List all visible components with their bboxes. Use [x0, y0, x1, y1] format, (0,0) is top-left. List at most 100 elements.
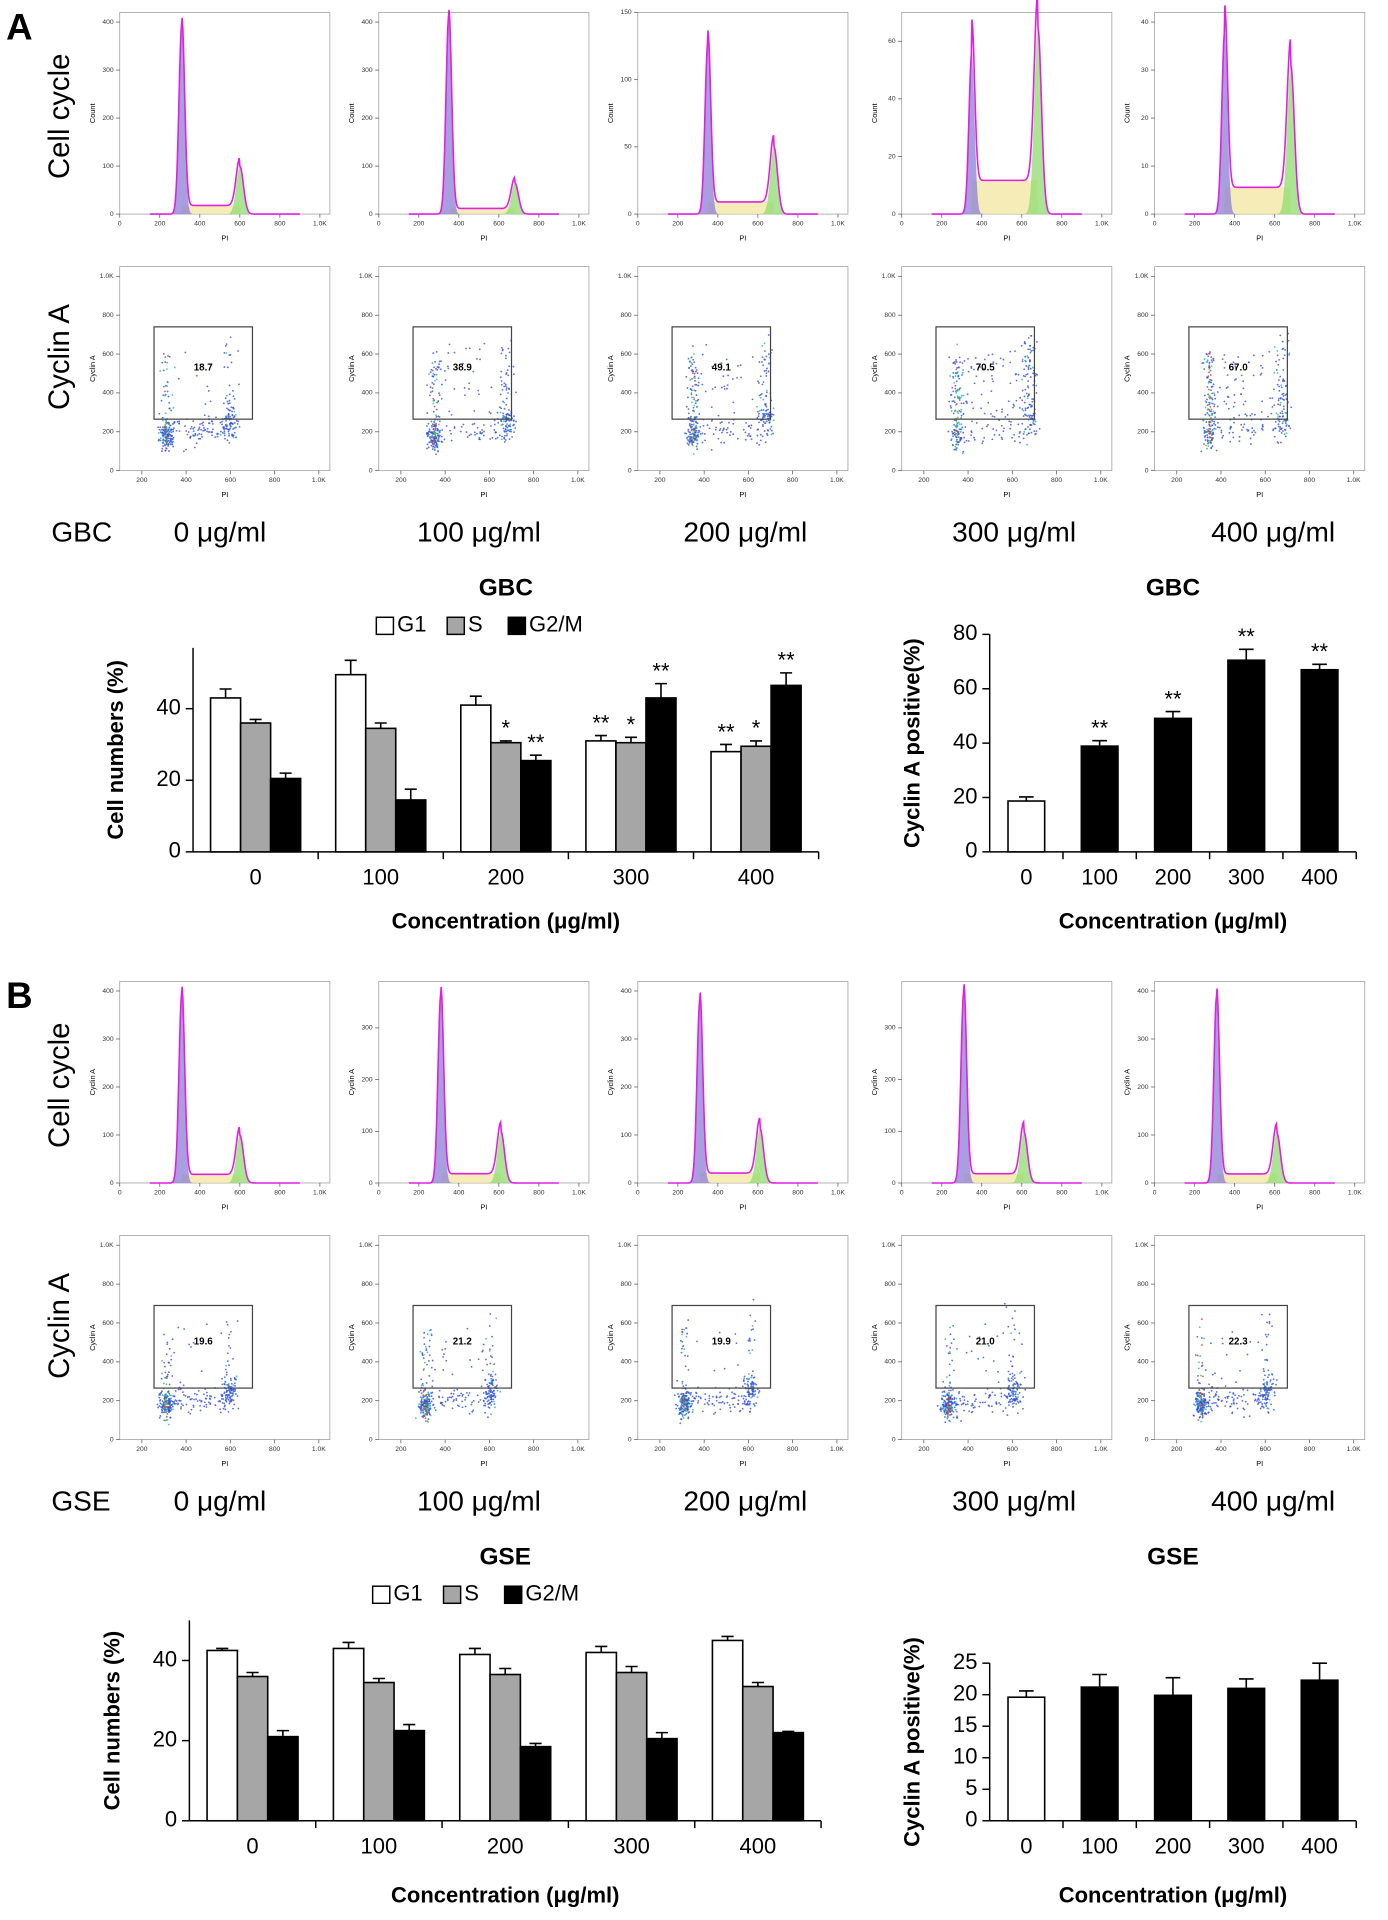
event-dot [987, 402, 989, 404]
y-axis-label: Count [606, 103, 615, 123]
event-dot [437, 450, 439, 452]
bar [460, 1654, 490, 1820]
event-dot [1214, 1395, 1216, 1397]
event-dot [432, 428, 434, 430]
y-tick-label: 800 [1137, 1281, 1148, 1288]
event-dot [495, 1379, 497, 1381]
event-dot [234, 398, 236, 400]
event-dot [1009, 351, 1011, 353]
event-dot [694, 380, 696, 382]
event-dot [427, 1411, 429, 1413]
y-tick-label: 0 [628, 211, 632, 218]
event-dot [162, 436, 164, 438]
event-dot [434, 1369, 436, 1371]
y-tick-label: 200 [361, 1397, 372, 1404]
event-dot [753, 1403, 755, 1405]
event-dot [481, 429, 483, 431]
event-dot [1278, 426, 1280, 428]
event-dot [687, 429, 689, 431]
event-dot [506, 398, 508, 400]
event-dot [692, 345, 694, 347]
event-dot [1262, 1383, 1264, 1385]
x-tick-label: 1.0K [571, 1446, 585, 1453]
event-dot [961, 427, 963, 429]
event-dot [987, 424, 989, 426]
event-dot [427, 1391, 429, 1393]
event-dot [158, 440, 160, 442]
event-dot [1013, 1339, 1015, 1341]
event-dot [229, 428, 231, 430]
event-dot [163, 1382, 165, 1384]
event-dot [1244, 400, 1246, 402]
x-tick-label: 600 [225, 477, 236, 484]
event-dot [955, 375, 957, 377]
bar [1155, 1695, 1192, 1820]
y-tick-label: 600 [1137, 351, 1148, 358]
event-dot [497, 422, 499, 424]
event-dot [1278, 390, 1280, 392]
event-dot [235, 1393, 237, 1395]
event-dot [169, 1384, 171, 1386]
bar [1301, 670, 1338, 852]
x-tick-label: 0 [900, 1190, 904, 1197]
event-dot [719, 1408, 721, 1410]
event-dot [429, 1402, 431, 1404]
x-axis-label: PI [480, 233, 487, 242]
event-dot [501, 384, 503, 386]
event-dot [732, 378, 734, 380]
event-dot [470, 1404, 472, 1406]
event-dot [500, 407, 502, 409]
event-dot [162, 431, 164, 433]
event-dot [158, 1397, 160, 1399]
event-dot [443, 1405, 445, 1407]
event-dot [1021, 423, 1023, 425]
event-dot [432, 398, 434, 400]
event-dot [1008, 1379, 1010, 1381]
event-dot [949, 1411, 951, 1413]
event-dot [478, 1358, 480, 1360]
event-dot [173, 1396, 175, 1398]
event-dot [702, 442, 704, 444]
event-dot [692, 385, 694, 387]
event-dot [690, 392, 692, 394]
event-dot [698, 377, 700, 379]
event-dot [1002, 1332, 1004, 1334]
histogram-g1 [668, 42, 818, 214]
event-dot [712, 1403, 714, 1405]
event-dot [1253, 434, 1255, 436]
event-dot [229, 410, 231, 412]
event-dot [1202, 1417, 1204, 1419]
event-dot [1197, 1355, 1199, 1357]
event-dot [220, 1412, 222, 1414]
event-dot [955, 1404, 957, 1406]
event-dot [1264, 1382, 1266, 1384]
event-dot [208, 415, 210, 417]
event-dot [228, 1399, 230, 1401]
event-dot [162, 1400, 164, 1402]
event-dot [977, 1358, 979, 1360]
event-dot [1211, 432, 1213, 434]
event-dot [1238, 1395, 1240, 1397]
event-dot [1018, 436, 1020, 438]
event-dot [477, 390, 479, 392]
event-dot [1261, 428, 1263, 430]
event-dot [166, 1408, 168, 1410]
bar [333, 1648, 363, 1820]
event-dot [1226, 1396, 1228, 1398]
x-tick-label: 0 [1020, 865, 1032, 890]
event-dot [164, 450, 166, 452]
event-dot [983, 437, 985, 439]
x-tick-label: 1.0K [312, 1446, 326, 1453]
y-tick-label: 600 [361, 1320, 372, 1327]
event-dot [501, 435, 503, 437]
event-dot [1197, 1375, 1199, 1377]
event-dot [713, 1405, 715, 1407]
event-dot [1013, 1398, 1015, 1400]
event-dot [750, 435, 752, 437]
event-dot [484, 1379, 486, 1381]
event-dot [696, 439, 698, 441]
event-dot [1233, 1400, 1235, 1402]
event-dot [718, 1402, 720, 1404]
event-dot [1206, 399, 1208, 401]
event-dot [726, 358, 728, 360]
